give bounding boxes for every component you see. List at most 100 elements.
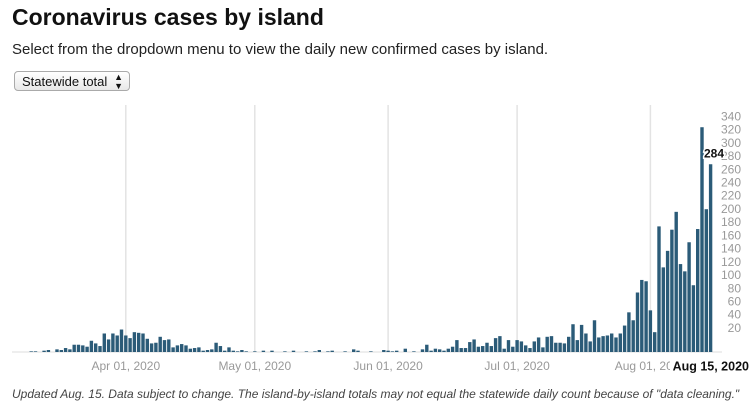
- bar: [665, 250, 670, 352]
- bar: [171, 347, 175, 352]
- highlight-date-bg: [670, 358, 750, 376]
- bar: [218, 346, 223, 352]
- bar: [545, 336, 549, 352]
- bar: [46, 350, 51, 352]
- bar: [386, 350, 390, 352]
- bar: [541, 347, 545, 352]
- bar: [481, 346, 485, 352]
- bar: [558, 342, 562, 352]
- bar: [575, 340, 579, 352]
- bar: [489, 346, 493, 352]
- bar: [132, 332, 137, 352]
- y-tick-label: 40: [728, 308, 742, 322]
- bar: [472, 339, 476, 352]
- bar: [326, 351, 330, 352]
- bar: [33, 351, 38, 352]
- bar: [653, 332, 657, 352]
- footnote: Updated Aug. 15. Data subject to change.…: [12, 387, 740, 401]
- bar: [463, 348, 468, 352]
- dropdown-arrows: ▲ ▼: [114, 72, 123, 91]
- bar: [68, 349, 72, 352]
- bar: [648, 310, 653, 352]
- bar: [210, 349, 214, 352]
- bar: [506, 340, 511, 352]
- bar: [231, 350, 235, 352]
- bar: [485, 342, 489, 352]
- bar: [304, 351, 309, 352]
- bar: [502, 348, 506, 352]
- bar: [291, 350, 296, 352]
- bar: [154, 342, 158, 352]
- bar: [330, 350, 334, 352]
- y-tick-label: 320: [721, 123, 741, 137]
- bar: [313, 351, 317, 352]
- bar: [197, 347, 201, 352]
- bar: [691, 285, 696, 352]
- bar: [128, 338, 132, 352]
- bar: [678, 264, 683, 352]
- bar: [592, 320, 597, 352]
- bar: [111, 333, 115, 352]
- bar: [55, 349, 59, 352]
- bar: [141, 333, 145, 352]
- x-tick-label: Jul 01, 2020: [484, 359, 550, 373]
- y-tick-label: 260: [721, 162, 741, 176]
- bar: [94, 343, 98, 352]
- bar: [244, 351, 248, 352]
- bar: [433, 348, 438, 352]
- bar: [687, 242, 691, 352]
- bar: [571, 324, 575, 352]
- bar: [89, 340, 94, 352]
- bar: [162, 340, 167, 352]
- bar: [369, 351, 373, 352]
- bar: [235, 351, 240, 352]
- bar: [468, 342, 472, 352]
- bar: [627, 312, 631, 352]
- bar: [588, 341, 592, 352]
- bar: [124, 335, 128, 352]
- bar: [425, 344, 429, 352]
- bar: [622, 325, 627, 352]
- bar: [708, 164, 713, 352]
- bar: [579, 324, 584, 352]
- bar: [657, 226, 661, 352]
- bar: [283, 351, 287, 352]
- bar: [670, 229, 674, 352]
- bar: [532, 341, 536, 352]
- bar: [184, 345, 188, 352]
- y-tick-label: 200: [721, 202, 741, 216]
- bar: [515, 340, 519, 352]
- bar: [59, 350, 63, 352]
- bar: [81, 345, 85, 352]
- y-tick-label: 80: [728, 281, 742, 295]
- x-tick-label: Aug 01, 2020: [615, 359, 687, 373]
- bar: [72, 344, 76, 352]
- bar: [640, 279, 644, 352]
- bar: [601, 336, 605, 352]
- bar: [420, 349, 425, 352]
- bar: [554, 342, 558, 352]
- bar: [704, 209, 708, 352]
- bar: [395, 350, 399, 352]
- y-tick-label: 20: [728, 321, 742, 335]
- bar: [317, 350, 321, 352]
- y-tick-label: 240: [721, 176, 741, 190]
- bar: [528, 348, 532, 352]
- y-tick-label: 160: [721, 228, 741, 242]
- island-dropdown[interactable]: Statewide total ▲ ▼: [14, 71, 130, 91]
- chart-subtitle: Select from the dropdown menu to view th…: [12, 41, 549, 58]
- dropdown-label: Statewide total: [22, 74, 108, 89]
- bar: [201, 350, 205, 352]
- bar: [145, 338, 149, 352]
- bar: [476, 346, 481, 352]
- bar: [352, 349, 356, 352]
- bar: [42, 350, 46, 352]
- chart-title: Coronavirus cases by island: [12, 4, 324, 30]
- bar: [700, 127, 704, 352]
- bar: [549, 336, 554, 352]
- bar: [188, 348, 192, 352]
- x-tick-label: Apr 01, 2020: [91, 359, 160, 373]
- bar: [29, 351, 33, 352]
